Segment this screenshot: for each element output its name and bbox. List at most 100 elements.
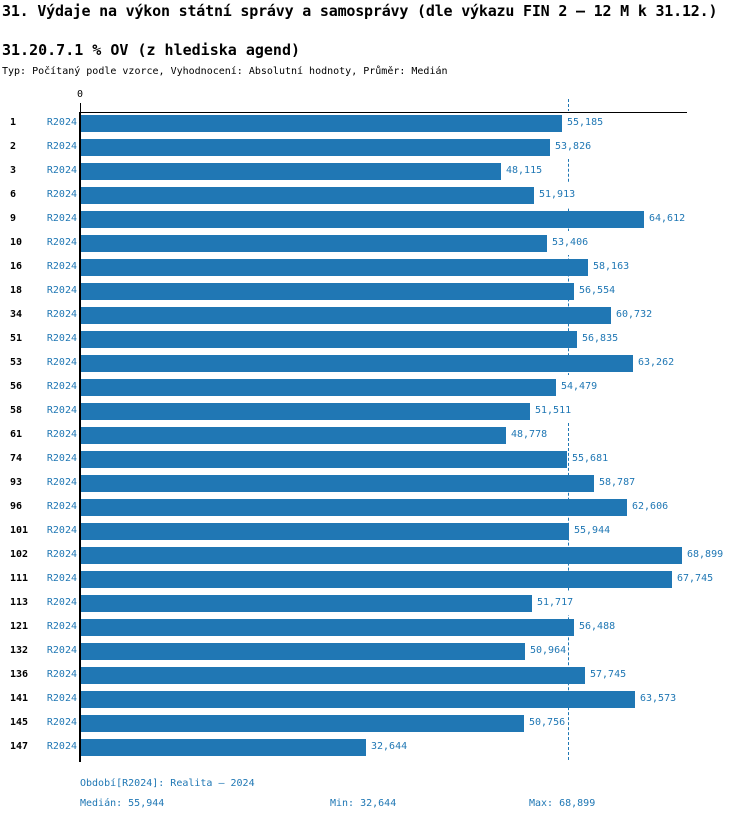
bar[interactable]: [81, 115, 562, 132]
category-label: 141: [10, 693, 29, 704]
value-label: 58,787: [598, 471, 637, 495]
bar-row: 147 R2024 32,644: [0, 735, 750, 759]
bar-row: 121 R2024 56,488: [0, 615, 750, 639]
y-axis-line: [79, 112, 81, 762]
value-label: 68,899: [686, 543, 725, 567]
value-label: 51,511: [534, 399, 573, 423]
value-label: 63,262: [637, 351, 676, 375]
category-label: 6: [10, 189, 17, 200]
bar[interactable]: [81, 451, 567, 468]
value-label: 56,488: [578, 615, 617, 639]
series-label: R2024: [46, 717, 77, 728]
series-label: R2024: [46, 477, 77, 488]
series-label: R2024: [46, 141, 77, 152]
series-label: R2024: [46, 237, 77, 248]
series-label: R2024: [46, 669, 77, 680]
bar[interactable]: [81, 235, 547, 252]
bar[interactable]: [81, 739, 366, 756]
category-label: 93: [10, 477, 23, 488]
bar-row: 111 R2024 67,745: [0, 567, 750, 591]
bar[interactable]: [81, 643, 525, 660]
bar-row: 145 R2024 50,756: [0, 711, 750, 735]
bar[interactable]: [81, 715, 524, 732]
series-label: R2024: [46, 645, 77, 656]
bar-row: 132 R2024 50,964: [0, 639, 750, 663]
category-label: 1: [10, 117, 17, 128]
bar-row: 56 R2024 54,479: [0, 375, 750, 399]
bar[interactable]: [81, 403, 530, 420]
bar[interactable]: [81, 523, 569, 540]
category-label: 136: [10, 669, 29, 680]
bar[interactable]: [81, 355, 633, 372]
series-label: R2024: [46, 525, 77, 536]
bar-row: 1 R2024 55,185: [0, 111, 750, 135]
series-label: R2024: [46, 693, 77, 704]
series-label: R2024: [46, 501, 77, 512]
category-label: 147: [10, 741, 29, 752]
bar[interactable]: [81, 547, 682, 564]
category-label: 121: [10, 621, 29, 632]
bar-row: 16 R2024 58,163: [0, 255, 750, 279]
series-label: R2024: [46, 621, 77, 632]
bar-row: 102 R2024 68,899: [0, 543, 750, 567]
bar[interactable]: [81, 379, 556, 396]
bar-row: 3 R2024 48,115: [0, 159, 750, 183]
series-label: R2024: [46, 309, 77, 320]
value-label: 56,835: [581, 327, 620, 351]
bar[interactable]: [81, 499, 627, 516]
period-label: Období[R2024]: Realita – 2024: [80, 778, 255, 789]
bar[interactable]: [81, 283, 574, 300]
value-label: 56,554: [578, 279, 617, 303]
series-label: R2024: [46, 261, 77, 272]
bar[interactable]: [81, 331, 577, 348]
series-label: R2024: [46, 549, 77, 560]
category-label: 101: [10, 525, 29, 536]
series-label: R2024: [46, 117, 77, 128]
value-label: 50,964: [529, 639, 568, 663]
bar[interactable]: [81, 619, 574, 636]
bar-row: 18 R2024 56,554: [0, 279, 750, 303]
category-label: 2: [10, 141, 17, 152]
series-label: R2024: [46, 429, 77, 440]
category-label: 61: [10, 429, 23, 440]
value-label: 48,778: [510, 423, 549, 447]
bar[interactable]: [81, 259, 588, 276]
category-label: 96: [10, 501, 23, 512]
bar[interactable]: [81, 475, 594, 492]
x-axis-zero-tick: [80, 103, 81, 116]
category-label: 10: [10, 237, 23, 248]
bar[interactable]: [81, 595, 532, 612]
category-label: 18: [10, 285, 23, 296]
category-label: 56: [10, 381, 23, 392]
bar[interactable]: [81, 211, 644, 228]
bar[interactable]: [81, 163, 501, 180]
value-label: 55,185: [566, 111, 605, 135]
series-label: R2024: [46, 213, 77, 224]
x-axis-line: [80, 112, 687, 113]
bar[interactable]: [81, 571, 672, 588]
indicator-title: 31.20.7.1 % OV (z hlediska agend): [2, 41, 301, 59]
bar[interactable]: [81, 139, 550, 156]
category-label: 111: [10, 573, 29, 584]
bar-row: 101 R2024 55,944: [0, 519, 750, 543]
bar[interactable]: [81, 307, 611, 324]
bar-rows: 1 R2024 55,185 2 R2024 53,826 3 R2024 48,115 6 R20…: [0, 111, 750, 759]
bar-row: 61 R2024 48,778: [0, 423, 750, 447]
max-stat: Max: 68,899: [529, 798, 596, 809]
series-label: R2024: [46, 381, 77, 392]
bar-row: 141 R2024 63,573: [0, 687, 750, 711]
bar[interactable]: [81, 427, 506, 444]
bar[interactable]: [81, 667, 585, 684]
bar-row: 58 R2024 51,511: [0, 399, 750, 423]
series-label: R2024: [46, 741, 77, 752]
series-label: R2024: [46, 453, 77, 464]
bar[interactable]: [81, 187, 534, 204]
category-label: 9: [10, 213, 17, 224]
value-label: 51,717: [536, 591, 575, 615]
value-label: 53,826: [554, 135, 593, 159]
value-label: 54,479: [560, 375, 599, 399]
bar[interactable]: [81, 691, 635, 708]
bar-row: 96 R2024 62,606: [0, 495, 750, 519]
category-label: 53: [10, 357, 23, 368]
